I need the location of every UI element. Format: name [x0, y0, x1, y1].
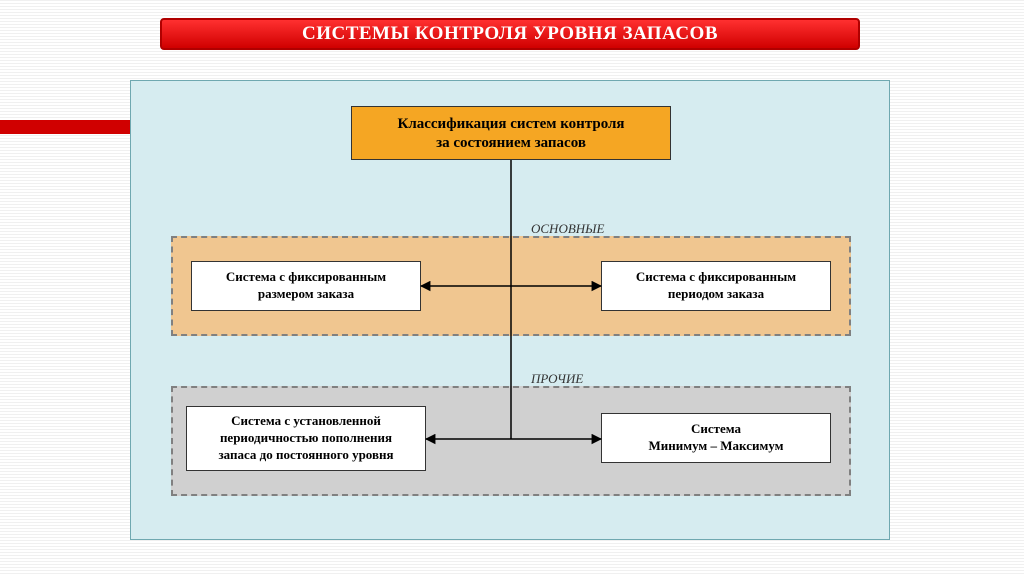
root-line1: Классификация систем контроля	[397, 116, 624, 132]
root-line2: за состоянием запасов	[436, 135, 586, 151]
group-main-label: ОСНОВНЫЕ	[531, 221, 604, 237]
node-periodicity-l1: Система с установленной	[231, 413, 381, 428]
node-periodicity-l2: периодичностью пополнения	[220, 430, 392, 445]
node-minmax-l2: Минимум – Максимум	[648, 438, 783, 453]
node-minmax-l1: Система	[691, 421, 741, 436]
root-node: Классификация систем контроля за состоян…	[351, 106, 671, 160]
node-periodicity: Система с установленной периодичностью п…	[186, 406, 426, 471]
node-minmax: Система Минимум – Максимум	[601, 413, 831, 463]
node-fixed-period-l1: Система с фиксированным	[636, 269, 796, 284]
page-title: СИСТЕМЫ КОНТРОЛЯ УРОВНЯ ЗАПАСОВ	[160, 18, 860, 50]
node-periodicity-l3: запаса до постоянного уровня	[218, 447, 393, 462]
diagram-panel: Классификация систем контроля за состоян…	[130, 80, 890, 540]
decorative-stripe	[0, 120, 130, 134]
node-fixed-period: Система с фиксированным периодом заказа	[601, 261, 831, 311]
node-fixed-size-l2: размером заказа	[258, 286, 354, 301]
node-fixed-size: Система с фиксированным размером заказа	[191, 261, 421, 311]
group-other-label: ПРОЧИЕ	[531, 371, 583, 387]
node-fixed-size-l1: Система с фиксированным	[226, 269, 386, 284]
node-fixed-period-l2: периодом заказа	[668, 286, 764, 301]
